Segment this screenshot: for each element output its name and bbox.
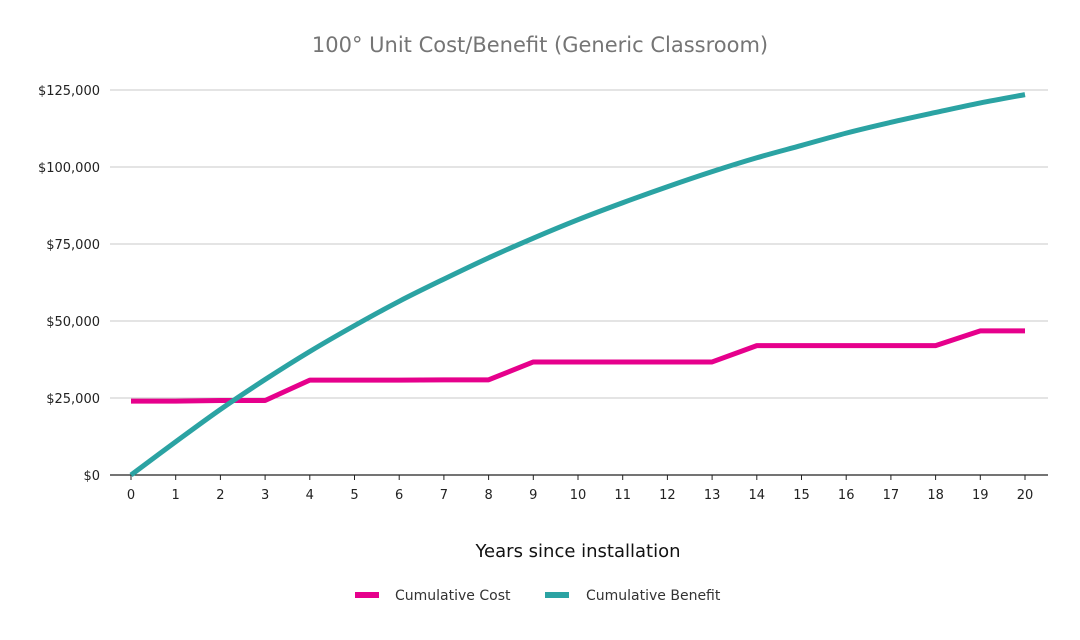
series-lines bbox=[129, 92, 1026, 478]
x-tick-label: 6 bbox=[395, 488, 403, 503]
x-tick-label: 16 bbox=[838, 488, 855, 503]
x-tick-label: 8 bbox=[484, 488, 492, 503]
y-tick-label: $100,000 bbox=[38, 161, 100, 176]
x-tick-label: 20 bbox=[1017, 488, 1034, 503]
y-axis-ticks: $0 $25,000 $50,000 $75,000 $100,000 $125,000 bbox=[38, 84, 100, 484]
x-tick-label: 2 bbox=[216, 488, 224, 503]
legend-label: Cumulative Cost bbox=[395, 588, 511, 604]
y-tick-label: $50,000 bbox=[46, 315, 100, 330]
x-tick-label: 1 bbox=[172, 488, 180, 503]
x-tick-label: 5 bbox=[350, 488, 358, 503]
x-tick-label: 10 bbox=[570, 488, 587, 503]
legend-label: Cumulative Benefit bbox=[586, 588, 721, 604]
y-tick-label: $25,000 bbox=[46, 392, 100, 407]
x-tick-label: 13 bbox=[704, 488, 721, 503]
x-tick-label: 17 bbox=[883, 488, 900, 503]
gridlines bbox=[110, 89, 1048, 399]
x-tick-label: 11 bbox=[614, 488, 631, 503]
x-tick-label: 15 bbox=[793, 488, 810, 503]
y-tick-label: $125,000 bbox=[38, 84, 100, 99]
legend: Cumulative Cost Cumulative Benefit bbox=[355, 588, 721, 604]
x-axis: 0 1 2 3 4 5 6 7 8 9 10 11 12 13 14 15 16 17 18 19 20 bbox=[110, 474, 1048, 503]
chart-title: 100° Unit Cost/Benefit (Generic Classroo… bbox=[312, 33, 768, 57]
x-tick-label: 12 bbox=[659, 488, 676, 503]
x-tick-label: 3 bbox=[261, 488, 269, 503]
x-tick-label: 18 bbox=[927, 488, 944, 503]
x-tick-label: 9 bbox=[529, 488, 537, 503]
legend-swatch bbox=[355, 592, 379, 598]
x-tick-label: 19 bbox=[972, 488, 989, 503]
x-tick-label: 14 bbox=[749, 488, 766, 503]
x-tick-label: 4 bbox=[306, 488, 314, 503]
x-tick-label: 7 bbox=[440, 488, 448, 503]
series-line-cumulative-benefit bbox=[129, 92, 1026, 478]
y-tick-label: $75,000 bbox=[46, 238, 100, 253]
legend-swatch bbox=[545, 592, 569, 598]
x-tick-label: 0 bbox=[127, 488, 135, 503]
y-tick-label: $0 bbox=[83, 469, 100, 484]
x-axis-label: Years since installation bbox=[474, 541, 680, 562]
series-line-cumulative-cost bbox=[131, 328, 1025, 404]
